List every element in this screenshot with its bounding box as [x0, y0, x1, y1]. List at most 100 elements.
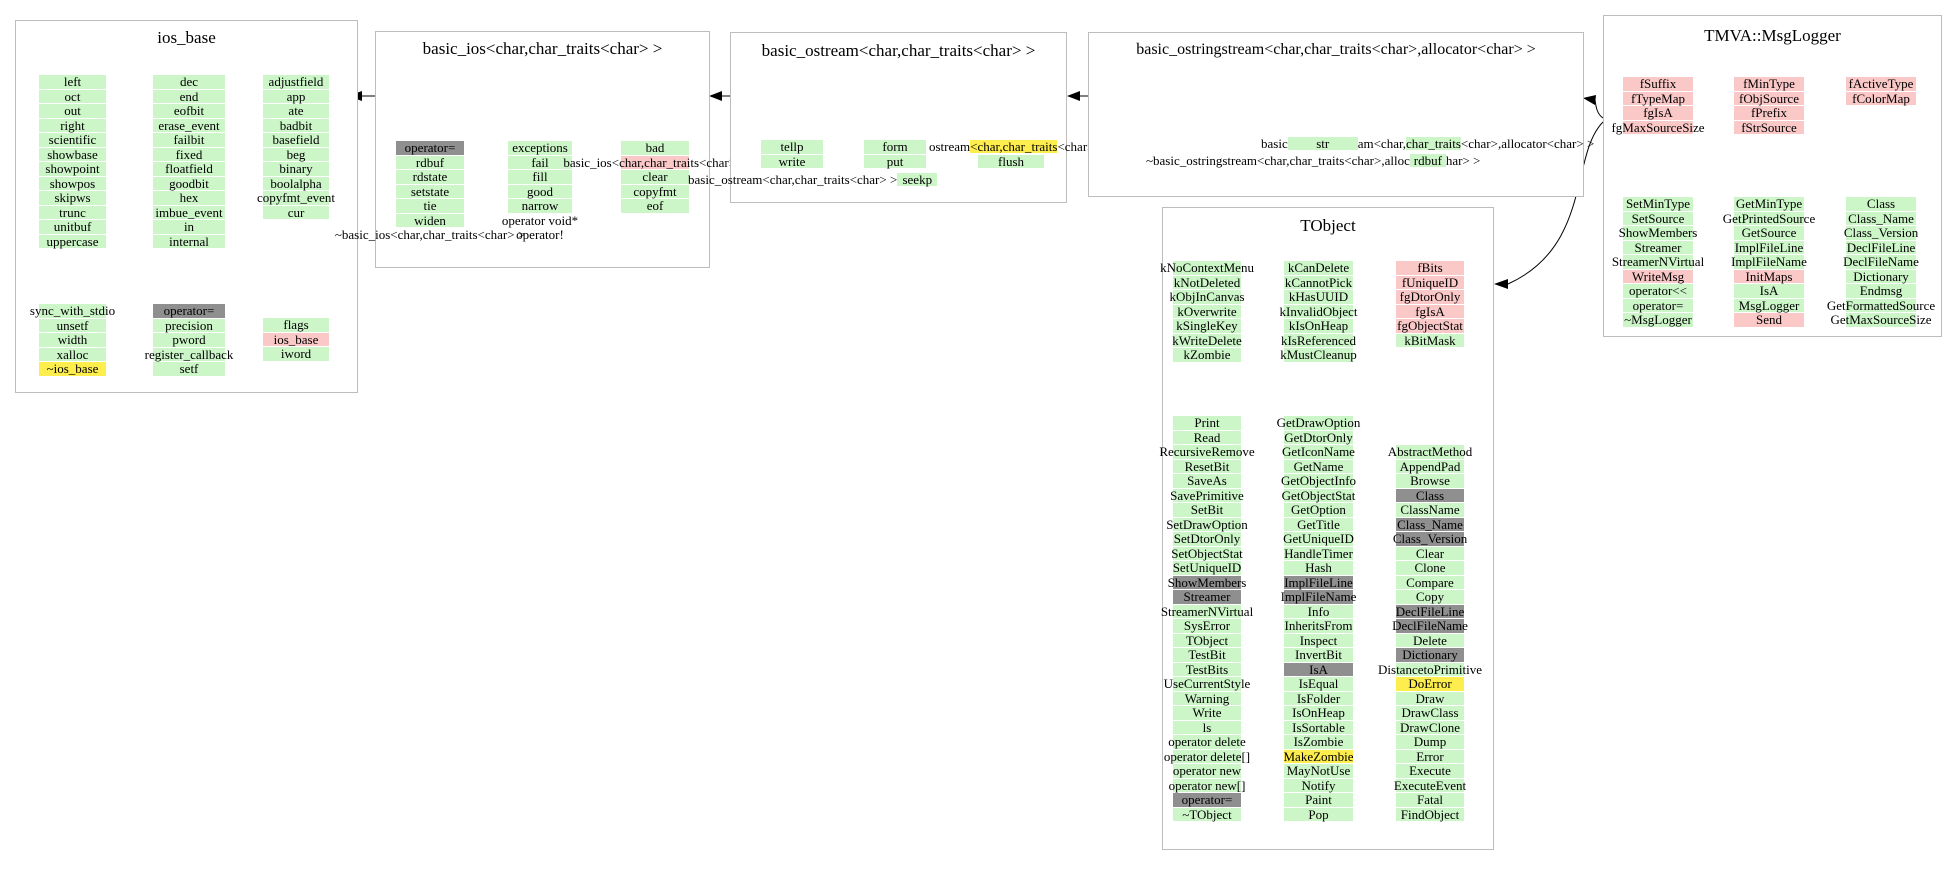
member-text: basic_ostream<char,char_traits<char> >: [688, 172, 898, 188]
member-text: end: [179, 88, 199, 104]
class-box-ios-base[interactable]: ios_base left oct out right scientific showba…: [15, 20, 358, 393]
member-text: DrawClone: [1400, 719, 1460, 735]
member-cell: GetDtorOnly: [1284, 430, 1353, 444]
member-cell: FindObject: [1396, 807, 1464, 821]
member-cell: GetIconName: [1282, 445, 1355, 459]
member-text: flags: [283, 317, 309, 333]
member-text: DeclFileLine: [1395, 603, 1465, 619]
member-text: ImplFileName: [1731, 254, 1807, 270]
member-column: fActiveType fColorMap: [1846, 77, 1916, 106]
member-cell: cur: [263, 205, 329, 219]
member-text: good: [527, 183, 553, 199]
member-cell: ShowMembers: [1168, 575, 1246, 589]
member-cell: ate: [263, 104, 329, 118]
member-cell: operator delete[]: [1164, 749, 1250, 763]
member-cell: GetTitle: [1284, 517, 1353, 531]
member-cell: operator new[]: [1169, 778, 1245, 792]
member-text: SavePrimitive: [1170, 487, 1244, 503]
member-cell: eofbit: [153, 104, 225, 118]
member-cell: Dictionary: [1846, 269, 1916, 283]
member-cell: widen: [396, 213, 464, 227]
member-cell: Info: [1284, 604, 1353, 618]
member-text: rdstate: [412, 169, 448, 185]
member-text: pword: [172, 332, 206, 348]
class-box-basic-ios[interactable]: basic_ios<char,char_traits<char> > opera…: [335, 31, 747, 268]
member-cell: unitbuf: [39, 220, 106, 234]
member-text: SysError: [1183, 618, 1231, 634]
member-text: Streamer: [1634, 239, 1682, 255]
member-text: form: [882, 139, 908, 155]
member-text: GetObjectInfo: [1280, 473, 1357, 489]
member-text: app: [286, 88, 306, 104]
member-cell: app: [263, 88, 329, 104]
member-cell: InheritsFrom: [1284, 619, 1353, 633]
member-column: SetMinType SetSource ShowMembers Streamer St…: [1612, 197, 1704, 328]
member-text: imbue_event: [155, 204, 223, 220]
member-text: GetUniqueID: [1283, 531, 1354, 547]
member-text: ResetBit: [1184, 458, 1230, 474]
member-text: SetObjectStat: [1171, 545, 1243, 561]
member-column: kCanDelete kCannotPick kHasUUID kInvalidObj…: [1280, 261, 1358, 363]
class-box-basic-ostream[interactable]: basic_ostream<char,char_traits<char> > t…: [688, 32, 1105, 203]
member-cell: uppercase: [39, 234, 106, 248]
member-text: setstate: [410, 183, 450, 199]
class-box-basic-ostringstream[interactable]: basic_ostringstream<char,char_traits<cha…: [1088, 32, 1594, 197]
class-box-tmva-msglogger[interactable]: TMVA::MsgLogger fSuffix fTypeMap fgIsA fgMa…: [1603, 15, 1942, 337]
member-cell: fgDtorOnly: [1396, 290, 1464, 304]
member-cell: kObjInCanvas: [1169, 290, 1245, 304]
member-cell: Warning: [1173, 691, 1241, 705]
member-cell: precision: [153, 318, 225, 332]
member-cell: fgMaxSourceSize: [1611, 120, 1705, 134]
member-text: tie: [423, 198, 437, 214]
member-cell: internal: [153, 234, 225, 248]
member-cell: DrawClass: [1396, 706, 1464, 720]
member-text: char_traits: [1406, 136, 1461, 152]
member-text: goodbit: [169, 175, 209, 191]
member-cell: Delete: [1396, 633, 1464, 647]
member-text: DeclFileName: [1392, 618, 1468, 634]
member-cell: operator<<: [1623, 284, 1693, 298]
member-text: fMinType: [1743, 76, 1795, 92]
member-text: fill: [532, 169, 548, 185]
member-cell: ls: [1173, 720, 1241, 734]
member-text: rdbuf: [1409, 154, 1446, 168]
member-cell: fTypeMap: [1623, 91, 1693, 105]
member-text: Dump: [1413, 734, 1447, 750]
class-title-basic-ostream: basic_ostream<char,char_traits<char> >: [761, 41, 1036, 60]
member-cell: skipws: [39, 191, 106, 205]
member-text: Endmsg: [1859, 283, 1903, 299]
member-text: floatfield: [165, 161, 213, 177]
member-text: fUniqueID: [1401, 274, 1459, 290]
member-cell: kInvalidObject: [1280, 304, 1358, 318]
member-text: fActiveType: [1848, 76, 1914, 92]
member-text: GetMinType: [1735, 196, 1803, 212]
member-text: GetSource: [1741, 225, 1797, 241]
member-text: ImplFileName: [1280, 589, 1357, 605]
member-cell: hex: [153, 191, 225, 205]
member-text: StreamerNVirtual: [1160, 603, 1254, 619]
member-text: InheritsFrom: [1284, 618, 1353, 634]
member-text: MayNotUse: [1286, 763, 1351, 779]
member-text: kObjInCanvas: [1169, 289, 1245, 305]
member-cell: Draw: [1396, 691, 1464, 705]
member-text: fgIsA: [1643, 105, 1673, 121]
member-column: fMinType fObjSource fPrefix fStrSource: [1734, 77, 1804, 135]
member-cell: ClassName: [1396, 503, 1464, 517]
class-box-tobject[interactable]: TObject kNoContextMenu kNotDeleted kObjInC…: [1159, 207, 1494, 850]
member-text: put: [886, 153, 904, 169]
member-text: right: [60, 117, 85, 133]
member-cell: kIsReferenced: [1281, 333, 1356, 347]
member-column: fSuffix fTypeMap fgIsA fgMaxSourceSize: [1611, 77, 1705, 135]
member-cell: DeclFileName: [1843, 255, 1919, 269]
member-cell: write: [761, 154, 823, 168]
member-text: DeclFileLine: [1846, 239, 1916, 255]
member-cell: operator!: [508, 228, 572, 242]
member-cell: bad: [621, 141, 689, 155]
member-cell: fail: [508, 155, 572, 169]
member-cell: ~ios_base: [39, 362, 106, 376]
member-cell: fgIsA: [1623, 106, 1693, 120]
member-text: ImplFileLine: [1734, 239, 1804, 255]
member-cell: ShowMembers: [1619, 226, 1697, 240]
member-text: exceptions: [512, 140, 568, 156]
member-cell: beg: [263, 147, 329, 161]
